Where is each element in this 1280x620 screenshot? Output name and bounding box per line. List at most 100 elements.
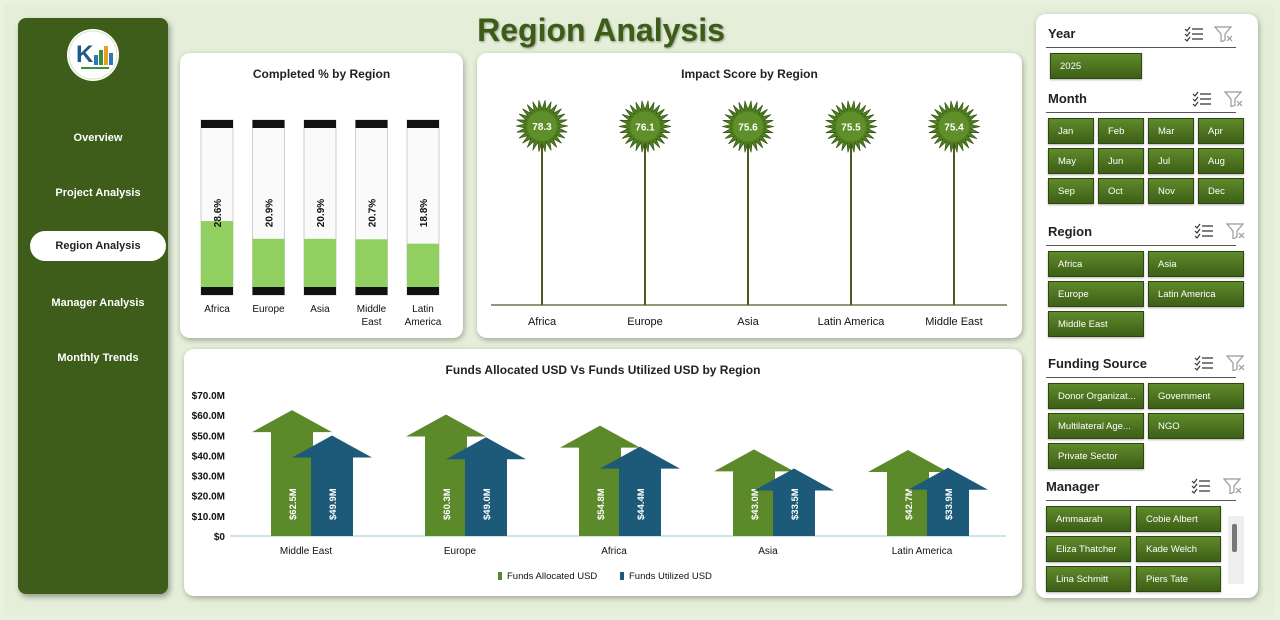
funds-y-tick-label: $0	[214, 532, 226, 543]
impact-marker-center	[527, 111, 557, 141]
scroll-thumb[interactable]	[1232, 524, 1237, 552]
nav-manager-analysis[interactable]: Manager Analysis	[51, 297, 145, 309]
completed-chart-title: Completed % by Region	[252, 67, 391, 81]
funding-ngo-chip[interactable]: NGO	[1148, 413, 1244, 439]
manager-cobie-albert-chip[interactable]: Cobie Albert	[1136, 506, 1221, 532]
impact-marker-center	[630, 111, 660, 142]
funding-multilateral-chip[interactable]: Multilateral Age...	[1048, 413, 1144, 439]
month-aug-chip[interactable]: Aug	[1198, 148, 1244, 174]
completed-bar	[304, 238, 336, 287]
region-asia-chip[interactable]: Asia	[1148, 251, 1244, 277]
completed-bar	[355, 239, 388, 287]
region-filter-title: Region	[1048, 224, 1093, 239]
completed-chart: 28.6% Africa 20.9% Europe 20.9% Asia 20.7% Midd…	[200, 119, 442, 328]
clear-filter-icon[interactable]	[1226, 223, 1246, 239]
manager-kade-welch-chip[interactable]: Kade Welch	[1136, 536, 1221, 562]
clear-filter-icon[interactable]	[1223, 478, 1243, 494]
tube-cap-top	[407, 120, 439, 128]
funds-chart-card: Funds Allocated USD Vs Funds Utilized US…	[184, 349, 1022, 596]
region-middle-east-chip[interactable]: Middle East	[1048, 311, 1144, 337]
month-feb-chip[interactable]: Feb	[1098, 118, 1144, 144]
completed-data-label: 20.9%	[265, 199, 276, 227]
impact-category-label: Africa	[528, 316, 557, 328]
funding-private-sector-chip[interactable]: Private Sector	[1048, 443, 1144, 469]
funds-y-tick-label: $70.0M	[192, 391, 225, 402]
funds-chart-title: Funds Allocated USD Vs Funds Utilized US…	[445, 363, 761, 377]
funds-y-tick-label: $40.0M	[192, 451, 225, 462]
funds-category-label: Asia	[758, 546, 778, 557]
svg-text:K: K	[76, 41, 94, 68]
impact-category-label: Asia	[737, 316, 759, 328]
multi-select-icon[interactable]	[1192, 91, 1212, 107]
funds-chart: $70.0M $60.0M $50.0M $40.0M $30.0M $20.0M $10.…	[192, 391, 1006, 582]
divider	[1046, 245, 1236, 246]
nav-monthly-trends[interactable]: Monthly Trends	[57, 352, 139, 364]
logo-icon: K	[68, 30, 118, 80]
multi-select-icon[interactable]	[1194, 223, 1214, 239]
impact-chart-title: Impact Score by Region	[681, 67, 818, 81]
nav-overview[interactable]: Overview	[73, 132, 123, 144]
month-may-chip[interactable]: May	[1048, 148, 1094, 174]
month-dec-chip[interactable]: Dec	[1198, 178, 1244, 204]
funds-y-tick-label: $20.0M	[192, 492, 225, 503]
month-sep-chip[interactable]: Sep	[1048, 178, 1094, 204]
completed-category-label: Asia	[310, 304, 330, 315]
funds-category-label: Europe	[444, 546, 477, 557]
completed-data-label: 20.7%	[368, 199, 379, 227]
month-jun-chip[interactable]: Jun	[1098, 148, 1144, 174]
multi-select-icon[interactable]	[1194, 355, 1214, 371]
funds-data-label: $54.8M	[596, 488, 607, 520]
tube-cap-bottom	[201, 287, 233, 295]
manager-lina-schmitt-chip[interactable]: Lina Schmitt	[1046, 566, 1131, 592]
completed-data-label: 28.6%	[213, 199, 224, 227]
funding-donor-chip[interactable]: Donor Organizat...	[1048, 383, 1144, 409]
funds-data-label: $44.4M	[636, 488, 647, 520]
region-latin-america-chip[interactable]: Latin America	[1148, 281, 1244, 307]
funds-data-label: $43.0M	[750, 488, 761, 520]
manager-piers-tate-chip[interactable]: Piers Tate	[1136, 566, 1221, 592]
multi-select-icon[interactable]	[1191, 478, 1211, 494]
funds-data-label: $60.3M	[442, 488, 453, 520]
impact-category-label: Latin America	[818, 316, 886, 328]
completed-category-label: Africa	[204, 304, 230, 315]
tube-cap-top	[355, 120, 388, 128]
completed-category-label: Middle	[357, 304, 387, 315]
region-europe-chip[interactable]: Europe	[1048, 281, 1144, 307]
clear-filter-icon[interactable]	[1226, 355, 1246, 371]
funding-government-chip[interactable]: Government	[1148, 383, 1244, 409]
completed-category-label: East	[361, 317, 381, 328]
nav-project-analysis[interactable]: Project Analysis	[55, 187, 141, 199]
year-2025-chip[interactable]: 2025	[1050, 53, 1142, 79]
funds-y-tick-label: $10.0M	[192, 512, 225, 523]
tube-cap-bottom	[304, 287, 336, 295]
month-mar-chip[interactable]: Mar	[1148, 118, 1194, 144]
month-jan-chip[interactable]: Jan	[1048, 118, 1094, 144]
completed-bar	[252, 238, 285, 287]
manager-scrollbar[interactable]	[1228, 516, 1244, 584]
impact-chart-card: Impact Score by Region 78.3 Africa 76.1 Eur…	[477, 53, 1022, 338]
clear-filter-icon[interactable]	[1214, 26, 1234, 42]
impact-category-label: Europe	[627, 316, 662, 328]
month-filter-title: Month	[1048, 91, 1087, 106]
funds-utilized-bar	[754, 468, 834, 536]
month-oct-chip[interactable]: Oct	[1098, 178, 1144, 204]
sidebar: K Overview Project Analysis Region Analy…	[18, 18, 168, 594]
funds-utilized-bar	[600, 446, 680, 536]
funds-data-label: $49.0M	[482, 488, 493, 520]
nav-region-analysis[interactable]: Region Analysis	[30, 231, 166, 261]
multi-select-icon[interactable]	[1184, 26, 1204, 42]
month-jul-chip[interactable]: Jul	[1148, 148, 1194, 174]
impact-data-label: 75.4	[944, 123, 964, 134]
clear-filter-icon[interactable]	[1224, 91, 1244, 107]
region-africa-chip[interactable]: Africa	[1048, 251, 1144, 277]
funds-data-label: $33.5M	[790, 488, 801, 520]
manager-eliza-thatcher-chip[interactable]: Eliza Thatcher	[1046, 536, 1131, 562]
month-nov-chip[interactable]: Nov	[1148, 178, 1194, 204]
impact-marker-center	[836, 111, 866, 142]
month-apr-chip[interactable]: Apr	[1198, 118, 1244, 144]
tube-cap-bottom	[407, 287, 439, 295]
manager-filter-title: Manager	[1046, 479, 1100, 494]
divider	[1046, 377, 1236, 378]
funds-utilized-bar	[908, 467, 988, 536]
manager-ammaarah-chip[interactable]: Ammaarah	[1046, 506, 1131, 532]
